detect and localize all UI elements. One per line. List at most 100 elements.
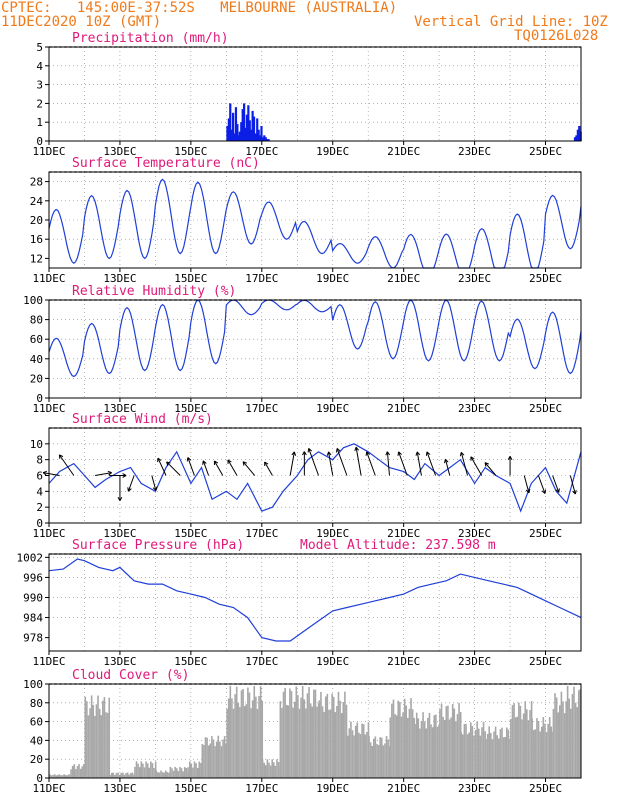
precip-bar (233, 133, 236, 141)
wind-arrow-head (484, 462, 489, 465)
cloud-bar (250, 708, 252, 778)
pressure-frame (48, 553, 582, 652)
wind-arrow (127, 475, 135, 492)
cloud-bar (109, 774, 111, 778)
cloud-bar (222, 739, 224, 778)
cloud-bar (84, 696, 87, 778)
cloud-bar (282, 691, 285, 778)
cloud-bar (64, 775, 67, 778)
cloud-bar (408, 708, 411, 778)
cloud-bar (166, 772, 169, 778)
cloud-bar (570, 708, 572, 778)
cloud-bar (49, 774, 51, 778)
wind-arrow-head (166, 461, 169, 466)
wind-arrow-head (166, 461, 171, 464)
cloud-bar (168, 772, 170, 778)
cloud-bar (493, 731, 495, 778)
wind-arrow (444, 459, 451, 476)
cloud-bar (185, 768, 188, 778)
temperature-xtick-label: 23DEC (458, 272, 491, 285)
precipitation-ytick-label: 5 (36, 41, 43, 54)
precip-bar (252, 116, 256, 141)
cloud-bar (339, 700, 341, 778)
cloud-cover-ytick-label: 100 (23, 678, 43, 691)
wind-arrow-head (355, 446, 359, 451)
precip-bar (238, 131, 241, 141)
cloud-bar (98, 708, 101, 778)
cloud-bar (348, 728, 351, 778)
cloud-bar (86, 701, 88, 778)
cloud-bar (579, 689, 582, 778)
cloud-bar (364, 734, 367, 778)
cloud-bar (154, 761, 157, 778)
wind-xtick-label: 17DEC (245, 527, 278, 540)
precip-bar (576, 129, 579, 141)
precip-bar (256, 118, 259, 141)
wind-arrow (202, 460, 210, 476)
temperature-xtick-label: 21DEC (387, 272, 420, 285)
precip-bar (229, 103, 232, 141)
cloud-bar (156, 772, 159, 778)
cloud-bar (555, 697, 558, 778)
cloud-bar (466, 734, 469, 778)
cloud-bar (145, 761, 147, 778)
cloud-bar (180, 768, 183, 778)
cloud-bar (443, 719, 446, 778)
cloud-bar (195, 763, 197, 778)
precipitation-xtick-label: 17DEC (245, 145, 278, 158)
wind-arrow-head (117, 496, 121, 501)
precip-bar (578, 125, 581, 141)
cloud-bar (379, 737, 381, 778)
cloud-bar (214, 746, 216, 778)
cloud-bar (328, 709, 330, 778)
cloud-bar (542, 717, 545, 778)
cloud-bar (226, 708, 228, 778)
cloud-bar (369, 742, 372, 778)
humidity-xtick-label: 23DEC (458, 402, 491, 415)
wind-ytick-label: 10 (30, 438, 43, 451)
cloud-bar (200, 763, 202, 778)
cloud-bar (56, 775, 59, 778)
cloud-bar (60, 775, 62, 778)
cloud-bar (323, 711, 325, 778)
wind-arrow (157, 457, 167, 476)
cloud-bar (361, 723, 363, 778)
precipitation-xtick-label: 11DEC (32, 145, 65, 158)
cloud-bar (537, 720, 540, 778)
cloud-bar (53, 774, 56, 778)
cloud-bar (499, 729, 502, 778)
cloud-bar (220, 746, 223, 778)
cloud-bar (148, 767, 151, 778)
cloud-bar (387, 739, 389, 778)
humidity-xtick-label: 25DEC (529, 402, 562, 415)
wind-arrow (537, 475, 546, 494)
cloud-bar (453, 708, 456, 778)
cloud-bar (123, 774, 126, 778)
cloud-cover-ytick-label: 80 (30, 697, 43, 710)
pressure-xtick-label: 23DEC (458, 655, 491, 668)
cloud-bar (428, 712, 431, 778)
cloud-bar (206, 737, 208, 778)
cloud-bar (342, 701, 345, 778)
cloud-bar (255, 696, 257, 778)
cloud-bar (465, 723, 467, 778)
cloud-bar (482, 721, 485, 778)
cloud-bar (142, 763, 144, 778)
cloud-bar (92, 704, 95, 778)
wind-arrow (523, 475, 530, 494)
wind-xtick-label: 15DEC (174, 527, 207, 540)
humidity-series-line (48, 299, 582, 378)
wind-panel (42, 427, 582, 527)
cloud-bar (481, 727, 483, 778)
wind-arrow-head (416, 451, 421, 456)
cloud-bar (411, 709, 414, 778)
cloud-bar (458, 702, 460, 778)
cloud-bar (225, 743, 228, 778)
cloud-bar (410, 698, 412, 778)
cloud-bar (438, 725, 440, 778)
cloud-cover-xtick-label: 23DEC (458, 782, 491, 795)
cloud-bar (161, 772, 164, 778)
pressure-series-line (48, 558, 582, 642)
wind-arrow-head (187, 457, 192, 461)
cloud-bar (135, 761, 138, 778)
